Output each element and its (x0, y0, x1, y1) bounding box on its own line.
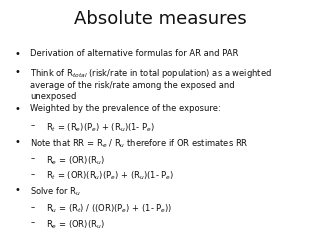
Text: •: • (14, 67, 20, 77)
Text: •: • (14, 104, 20, 114)
Text: Solve for R$_{u}$: Solve for R$_{u}$ (30, 185, 82, 198)
Text: –: – (30, 121, 35, 130)
Text: Weighted by the prevalence of the exposure:: Weighted by the prevalence of the exposu… (30, 104, 221, 113)
Text: R$_{e}$ = (OR)(R$_{u}$): R$_{e}$ = (OR)(R$_{u}$) (46, 218, 105, 231)
Text: –: – (30, 155, 35, 164)
Text: –: – (30, 203, 35, 212)
Text: •: • (14, 137, 20, 147)
Text: R$_{e}$ = (OR)(R$_{u}$): R$_{e}$ = (OR)(R$_{u}$) (46, 155, 105, 167)
Text: –: – (30, 170, 35, 179)
Text: R$_{u}$ = (R$_{t}$) / ((OR)(P$_{e}$) + (1- P$_{e}$)): R$_{u}$ = (R$_{t}$) / ((OR)(P$_{e}$) + (… (46, 203, 173, 215)
Text: •: • (14, 185, 20, 195)
Text: –: – (30, 218, 35, 228)
Text: Absolute measures: Absolute measures (74, 10, 246, 28)
Text: Note that RR = R$_{e}$ / R$_{u}$ therefore if OR estimates RR: Note that RR = R$_{e}$ / R$_{u}$ therefo… (30, 137, 249, 150)
Text: Think of R$_{total}$ (risk/rate in total population) as a weighted
average of th: Think of R$_{total}$ (risk/rate in total… (30, 67, 272, 101)
Text: •: • (14, 49, 20, 59)
Text: Derivation of alternative formulas for AR and PAR: Derivation of alternative formulas for A… (30, 49, 239, 58)
Text: R$_{t}$ = (OR)(R$_{u}$)(P$_{e}$) + (R$_{u}$)(1- P$_{e}$): R$_{t}$ = (OR)(R$_{u}$)(P$_{e}$) + (R$_{… (46, 170, 175, 182)
Text: R$_{t}$ = (R$_{e}$)(P$_{e}$) + (R$_{u}$)(1- P$_{e}$): R$_{t}$ = (R$_{e}$)(P$_{e}$) + (R$_{u}$)… (46, 121, 156, 134)
